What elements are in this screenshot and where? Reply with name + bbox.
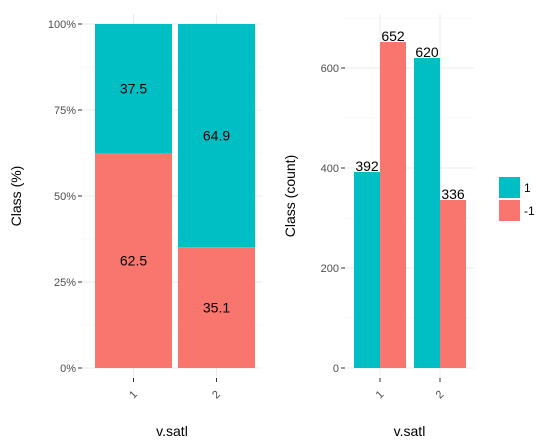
left-bar-2-series--1 — [178, 247, 255, 368]
right-x-tick-label: 2 — [434, 389, 447, 402]
left-data-label: 64.9 — [203, 128, 230, 144]
right-bar-2-series--1 — [440, 200, 466, 368]
legend: 1 -1 — [499, 177, 535, 221]
left-data-label: 62.5 — [120, 253, 147, 269]
left-x-tick-label: 1 — [127, 389, 140, 402]
right-data-label: 652 — [381, 28, 405, 44]
right-bar-2-series-1 — [414, 58, 440, 368]
right-data-label: 620 — [415, 44, 439, 60]
left-bar-1-series-1 — [95, 24, 172, 153]
left-y-tick-label: 0% — [60, 363, 76, 375]
legend-label: 1 — [524, 181, 531, 195]
right-x-tick-label: 1 — [374, 389, 387, 402]
left-y-tick-label: 75% — [54, 105, 76, 117]
left-bar-2-series-1 — [178, 24, 255, 248]
legend-key-1 — [499, 177, 520, 198]
right-data-label: 392 — [355, 158, 379, 174]
left-y-tick-label: 100% — [48, 19, 76, 31]
left-data-label: 37.5 — [120, 81, 147, 97]
legend-key--1 — [499, 200, 520, 221]
left-x-tick-label: 2 — [210, 389, 223, 402]
left-bar-1-series--1 — [95, 153, 172, 368]
legend-label: -1 — [524, 204, 535, 218]
right-y-tick-label: 0 — [333, 363, 339, 375]
right-x-axis-title: v.satl — [394, 423, 426, 439]
left-y-tick-label: 50% — [54, 191, 76, 203]
right-y-tick-label: 200 — [321, 263, 339, 275]
left-data-label: 35.1 — [203, 300, 230, 316]
right-panel: 0 200 400 600 392 652 1 620 336 2 v.satl Class (cou… — [282, 14, 474, 439]
right-data-label: 336 — [441, 186, 465, 202]
right-bar-1-series--1 — [380, 42, 406, 368]
left-y-tick-label: 25% — [54, 277, 76, 289]
left-x-axis-title: v.satl — [156, 423, 188, 439]
right-bar-1-series-1 — [354, 172, 380, 368]
right-y-tick-label: 600 — [321, 63, 339, 75]
left-panel: 0% 25% 50% 75% 100% 62.5 37.5 1 35.1 64.9 2 v.satl C… — [8, 14, 262, 439]
right-y-axis-title: Class (count) — [282, 155, 298, 237]
right-y-tick-label: 400 — [321, 163, 339, 175]
left-y-axis-title: Class (%) — [8, 166, 24, 227]
